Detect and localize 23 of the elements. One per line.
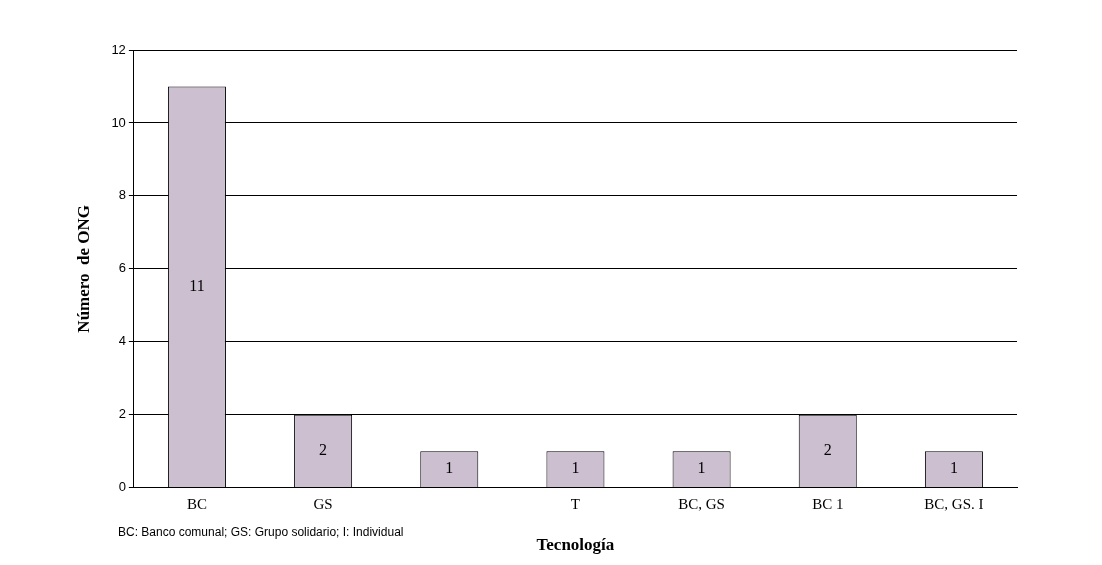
y-axis-title: Número de ONG (73, 204, 93, 333)
y-tick-label: 0 (118, 479, 126, 495)
data-label: 2 (823, 441, 832, 459)
data-label: 1 (445, 459, 454, 477)
data-label: 11 (189, 276, 205, 294)
y-tick-label: 4 (118, 333, 126, 349)
x-tick-label: T (570, 495, 581, 512)
x-tick-label: BC, GS. I (924, 495, 984, 512)
y-tick-label: 10 (111, 114, 126, 130)
y-tick-label: 6 (118, 260, 126, 276)
x-axis-title: Tecnología (536, 535, 615, 555)
x-tick-label: BC (186, 495, 207, 512)
x-tick-label: BC, GS (678, 495, 725, 512)
x-tick-label: GS (313, 495, 333, 512)
y-tick-label: 12 (111, 41, 126, 57)
data-label: 1 (697, 459, 706, 477)
x-tick-label: BC 1 (812, 495, 844, 512)
y-tick-label: 8 (118, 187, 126, 203)
text: BC: Banco comunal; GS: Grupo solidario; I: Individual (118, 525, 404, 540)
y-tick-label: 2 (118, 406, 126, 422)
data-label: 2 (319, 441, 328, 459)
data-label: 1 (571, 459, 580, 477)
data-label: 1 (949, 459, 958, 477)
